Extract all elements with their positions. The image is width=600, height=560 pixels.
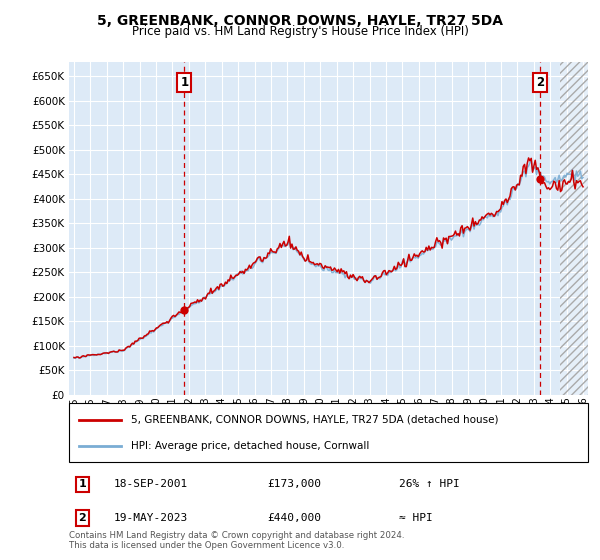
Text: 18-SEP-2001: 18-SEP-2001 [114, 479, 188, 489]
Text: 26% ↑ HPI: 26% ↑ HPI [399, 479, 460, 489]
Text: 1: 1 [180, 76, 188, 88]
Text: 5, GREENBANK, CONNOR DOWNS, HAYLE, TR27 5DA (detached house): 5, GREENBANK, CONNOR DOWNS, HAYLE, TR27 … [131, 414, 499, 424]
Text: HPI: Average price, detached house, Cornwall: HPI: Average price, detached house, Corn… [131, 441, 370, 451]
Text: 2: 2 [79, 513, 86, 523]
Text: 1: 1 [79, 479, 86, 489]
Text: 2: 2 [536, 76, 544, 88]
Text: £440,000: £440,000 [267, 513, 321, 523]
Text: £173,000: £173,000 [267, 479, 321, 489]
Text: 19-MAY-2023: 19-MAY-2023 [114, 513, 188, 523]
FancyBboxPatch shape [69, 403, 588, 462]
Text: 5, GREENBANK, CONNOR DOWNS, HAYLE, TR27 5DA: 5, GREENBANK, CONNOR DOWNS, HAYLE, TR27 … [97, 14, 503, 28]
Bar [560, 62, 588, 395]
Text: ≈ HPI: ≈ HPI [399, 513, 433, 523]
Text: Contains HM Land Registry data © Crown copyright and database right 2024.
This d: Contains HM Land Registry data © Crown c… [69, 530, 404, 550]
Text: Price paid vs. HM Land Registry's House Price Index (HPI): Price paid vs. HM Land Registry's House … [131, 25, 469, 38]
Bar [560, 62, 588, 395]
